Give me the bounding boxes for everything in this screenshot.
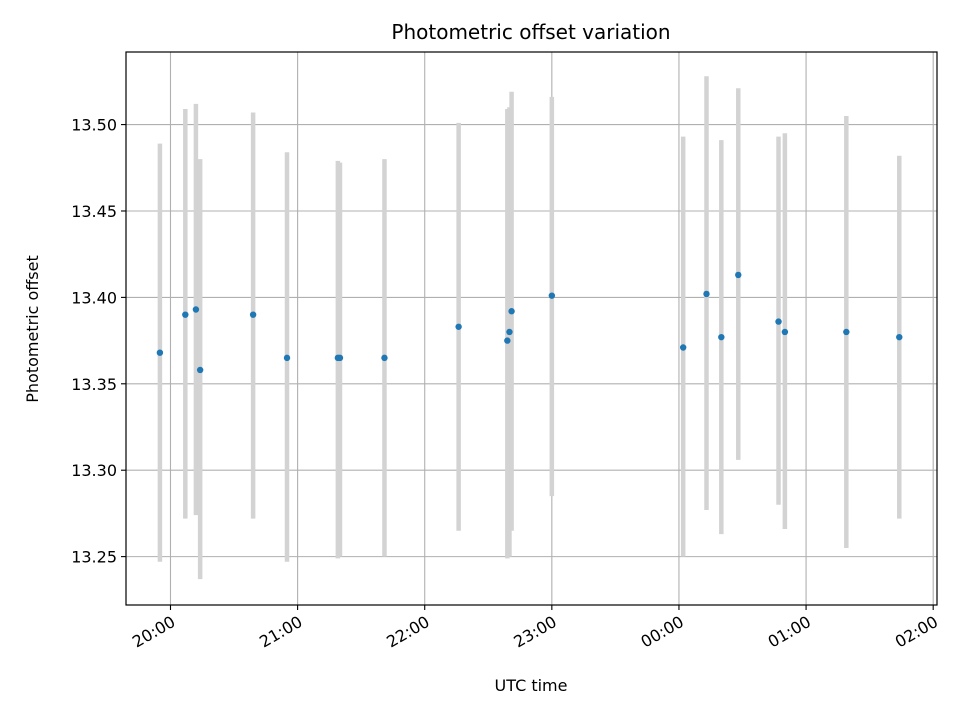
y-tick-label: 13.50 [71,116,117,135]
data-point [196,366,204,374]
data-point [843,328,850,336]
y-tick-label: 13.25 [71,548,117,567]
y-tick-label: 13.35 [71,375,117,394]
y-tick-label: 13.30 [71,461,117,480]
x-axis-label: UTC time [495,676,568,695]
data-point [506,328,513,336]
data-point [679,344,687,351]
data-point [504,337,511,344]
grid-lines [126,52,937,605]
data-point [182,311,189,318]
data-point [283,354,291,362]
data-point [508,308,515,315]
data-point [718,333,725,341]
plot-frame [125,51,938,606]
y-axis-label: Photometric offset [23,255,42,403]
y-tick-label: 13.40 [71,288,117,307]
data-point [703,290,710,298]
data-point [735,271,742,279]
data-point [455,323,462,330]
data-point [156,349,164,356]
y-axis-ticks: 13.25 13.30 13.35 13.40 13.45 13.50 [71,116,126,567]
data-point [896,333,903,341]
data-point [249,311,257,318]
data-point [775,318,782,325]
chart-title: Photometric offset variation [391,20,670,44]
data-point [548,292,556,299]
data-point [192,306,200,313]
data-point [781,328,789,336]
data-point [381,354,388,362]
data-point [336,354,344,362]
y-tick-label: 13.45 [71,202,117,221]
data-points [156,271,903,374]
